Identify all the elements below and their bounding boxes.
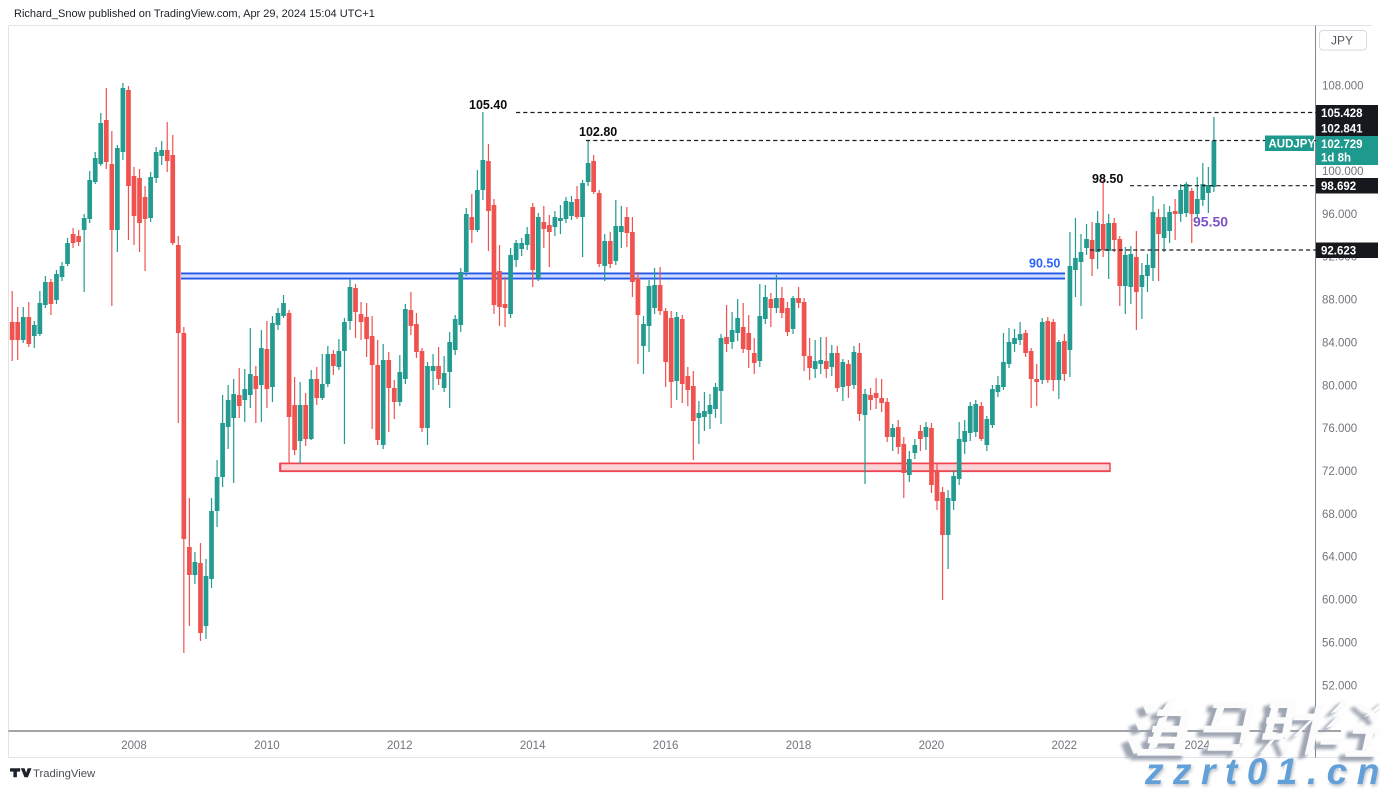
svg-text:92.623: 92.623	[1321, 246, 1356, 258]
svg-text:98.692: 98.692	[1321, 181, 1356, 193]
svg-text:2014: 2014	[520, 740, 546, 752]
svg-text:105.40: 105.40	[469, 98, 507, 112]
svg-text:95.50: 95.50	[1193, 214, 1228, 230]
svg-text:2020: 2020	[919, 740, 945, 752]
svg-text:2012: 2012	[387, 740, 413, 752]
svg-text:64.000: 64.000	[1322, 552, 1357, 564]
svg-text:56.000: 56.000	[1322, 637, 1357, 649]
svg-text:2010: 2010	[254, 740, 280, 752]
svg-text:Richard_Snow published on Trad: Richard_Snow published on TradingView.co…	[14, 8, 375, 20]
svg-text:102.729: 102.729	[1321, 139, 1363, 151]
svg-text:80.000: 80.000	[1322, 380, 1357, 392]
svg-text:2016: 2016	[653, 740, 679, 752]
svg-text:88.000: 88.000	[1322, 295, 1357, 307]
svg-text:AUDJPY: AUDJPY	[1269, 139, 1316, 151]
svg-text:52.000: 52.000	[1322, 680, 1357, 692]
svg-text:2008: 2008	[121, 740, 147, 752]
svg-text:90.50: 90.50	[1029, 257, 1060, 271]
svg-text:105.428: 105.428	[1321, 108, 1363, 120]
svg-text:68.000: 68.000	[1322, 509, 1357, 521]
svg-text:TradingView: TradingView	[33, 768, 96, 780]
svg-text:100.000: 100.000	[1322, 166, 1364, 178]
svg-text:108.000: 108.000	[1322, 80, 1364, 92]
svg-text:60.000: 60.000	[1322, 595, 1357, 607]
svg-text:2018: 2018	[786, 740, 812, 752]
svg-text:72.000: 72.000	[1322, 466, 1357, 478]
svg-text:102.80: 102.80	[579, 125, 617, 139]
svg-text:JPY: JPY	[1331, 34, 1353, 48]
svg-text:1d 8h: 1d 8h	[1321, 153, 1351, 165]
svg-text:102.841: 102.841	[1321, 124, 1363, 136]
svg-text:98.50: 98.50	[1092, 172, 1123, 186]
svg-text:84.000: 84.000	[1322, 337, 1357, 349]
svg-text:96.000: 96.000	[1322, 209, 1357, 221]
svg-text:2022: 2022	[1052, 740, 1078, 752]
svg-text:76.000: 76.000	[1322, 423, 1357, 435]
